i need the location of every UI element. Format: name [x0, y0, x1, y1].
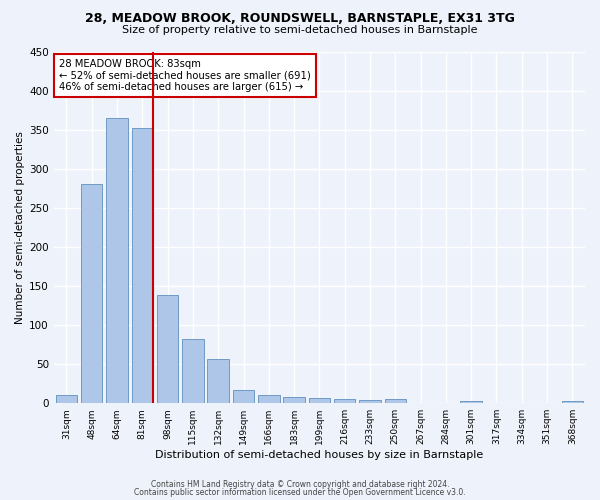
Text: Contains HM Land Registry data © Crown copyright and database right 2024.: Contains HM Land Registry data © Crown c…	[151, 480, 449, 489]
Bar	[182, 339, 203, 403]
Text: Size of property relative to semi-detached houses in Barnstaple: Size of property relative to semi-detach…	[122, 25, 478, 35]
Bar	[131, 128, 153, 403]
Bar	[562, 401, 583, 403]
Bar	[460, 401, 482, 403]
Bar	[208, 358, 229, 403]
Bar	[308, 398, 330, 403]
Bar	[385, 400, 406, 403]
Bar	[334, 400, 355, 403]
Text: 28 MEADOW BROOK: 83sqm
← 52% of semi-detached houses are smaller (691)
46% of se: 28 MEADOW BROOK: 83sqm ← 52% of semi-det…	[59, 58, 311, 92]
Text: 28, MEADOW BROOK, ROUNDSWELL, BARNSTAPLE, EX31 3TG: 28, MEADOW BROOK, ROUNDSWELL, BARNSTAPLE…	[85, 12, 515, 26]
Text: Contains public sector information licensed under the Open Government Licence v3: Contains public sector information licen…	[134, 488, 466, 497]
Bar	[258, 396, 280, 403]
Bar	[233, 390, 254, 403]
Bar	[56, 396, 77, 403]
Y-axis label: Number of semi-detached properties: Number of semi-detached properties	[15, 131, 25, 324]
Bar	[283, 397, 305, 403]
Bar	[106, 118, 128, 403]
X-axis label: Distribution of semi-detached houses by size in Barnstaple: Distribution of semi-detached houses by …	[155, 450, 484, 460]
Bar	[359, 400, 381, 403]
Bar	[81, 184, 103, 403]
Bar	[157, 296, 178, 403]
